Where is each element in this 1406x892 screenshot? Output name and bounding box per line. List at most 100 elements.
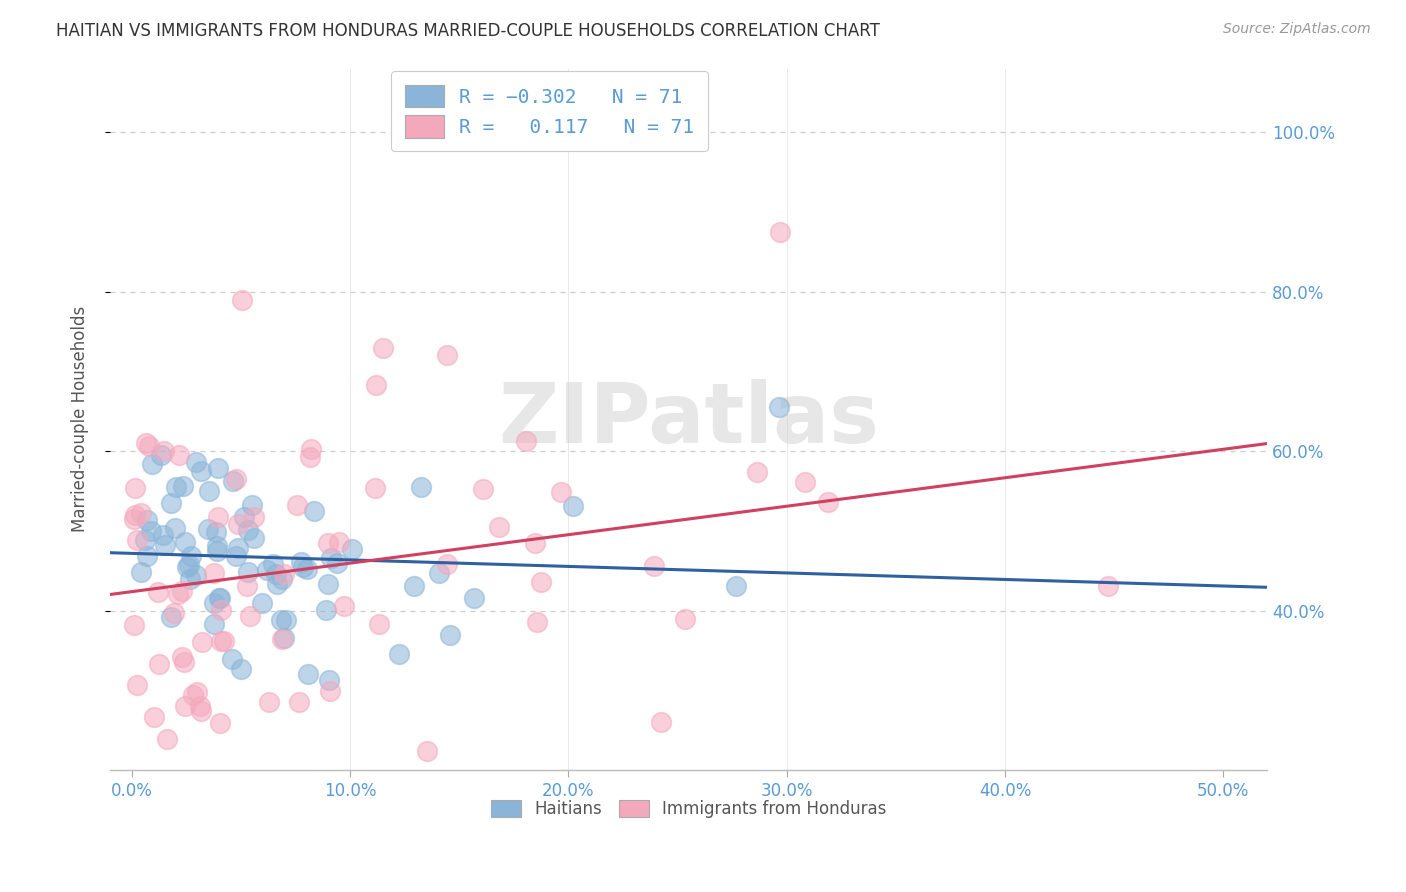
Point [172,583,194,598]
Point [205,539,228,553]
Point [270,632,292,646]
Point [205,544,228,558]
Point [152,444,174,458]
Point [436,557,458,571]
Point [416,744,439,758]
Point [515,434,537,448]
Point [197,522,219,536]
Point [202,566,225,581]
Point [299,450,322,464]
Point [367,616,389,631]
Point [139,524,162,538]
Point [198,483,221,498]
Point [257,695,280,709]
Point [794,475,817,490]
Point [127,678,149,692]
Point [472,482,495,496]
Point [209,633,232,648]
Point [285,498,308,512]
Point [529,575,551,590]
Point [299,442,322,457]
Point [404,579,426,593]
Point [209,591,232,605]
Point [160,496,183,510]
Point [205,524,228,539]
Point [328,534,350,549]
Point [768,401,790,415]
Point [225,549,247,563]
Point [134,533,156,547]
Point [270,613,292,627]
Point [180,549,202,563]
Legend: Haitians, Immigrants from Honduras: Haitians, Immigrants from Honduras [484,793,893,825]
Point [181,688,204,702]
Point [239,608,262,623]
Point [316,577,339,591]
Point [165,480,187,494]
Point [290,555,312,569]
Point [325,556,347,570]
Point [152,527,174,541]
Point [166,587,188,601]
Point [209,603,232,617]
Point [273,632,295,646]
Text: ZIPatlas: ZIPatlas [498,379,879,459]
Point [427,566,450,580]
Point [643,559,665,574]
Point [184,567,207,582]
Point [236,566,259,580]
Text: HAITIAN VS IMMIGRANTS FROM HONDURAS MARRIED-COUPLE HOUSEHOLDS CORRELATION CHART: HAITIAN VS IMMIGRANTS FROM HONDURAS MARR… [56,22,880,40]
Point [817,495,839,509]
Point [129,565,152,579]
Point [342,541,364,556]
Point [550,485,572,500]
Point [136,549,159,563]
Point [188,698,211,713]
Point [174,698,197,713]
Point [135,436,157,450]
Point [236,523,259,537]
Point [439,628,461,642]
Point [236,579,259,593]
Point [524,536,547,550]
Point [142,710,165,724]
Point [172,478,194,492]
Point [141,458,163,472]
Point [768,225,790,239]
Point [411,480,433,494]
Point [190,704,212,718]
Point [207,509,229,524]
Point [364,378,387,392]
Point [146,584,169,599]
Point [207,461,229,475]
Point [243,532,266,546]
Point [186,685,208,699]
Point [526,615,548,630]
Point [388,647,411,661]
Point [297,666,319,681]
Point [125,533,148,547]
Point [124,481,146,495]
Point [488,520,510,534]
Point [122,511,145,525]
Point [129,506,152,520]
Point [240,499,263,513]
Point [231,293,253,307]
Point [153,538,176,552]
Point [266,576,288,591]
Point [176,559,198,574]
Point [302,504,325,518]
Point [228,541,250,555]
Point [135,513,157,527]
Point [315,603,337,617]
Point [122,618,145,632]
Point [321,551,343,566]
Point [1097,579,1119,593]
Point [124,508,146,522]
Point [150,449,173,463]
Point [364,481,387,495]
Point [190,464,212,478]
Point [295,561,318,575]
Point [318,673,340,687]
Point [208,591,231,606]
